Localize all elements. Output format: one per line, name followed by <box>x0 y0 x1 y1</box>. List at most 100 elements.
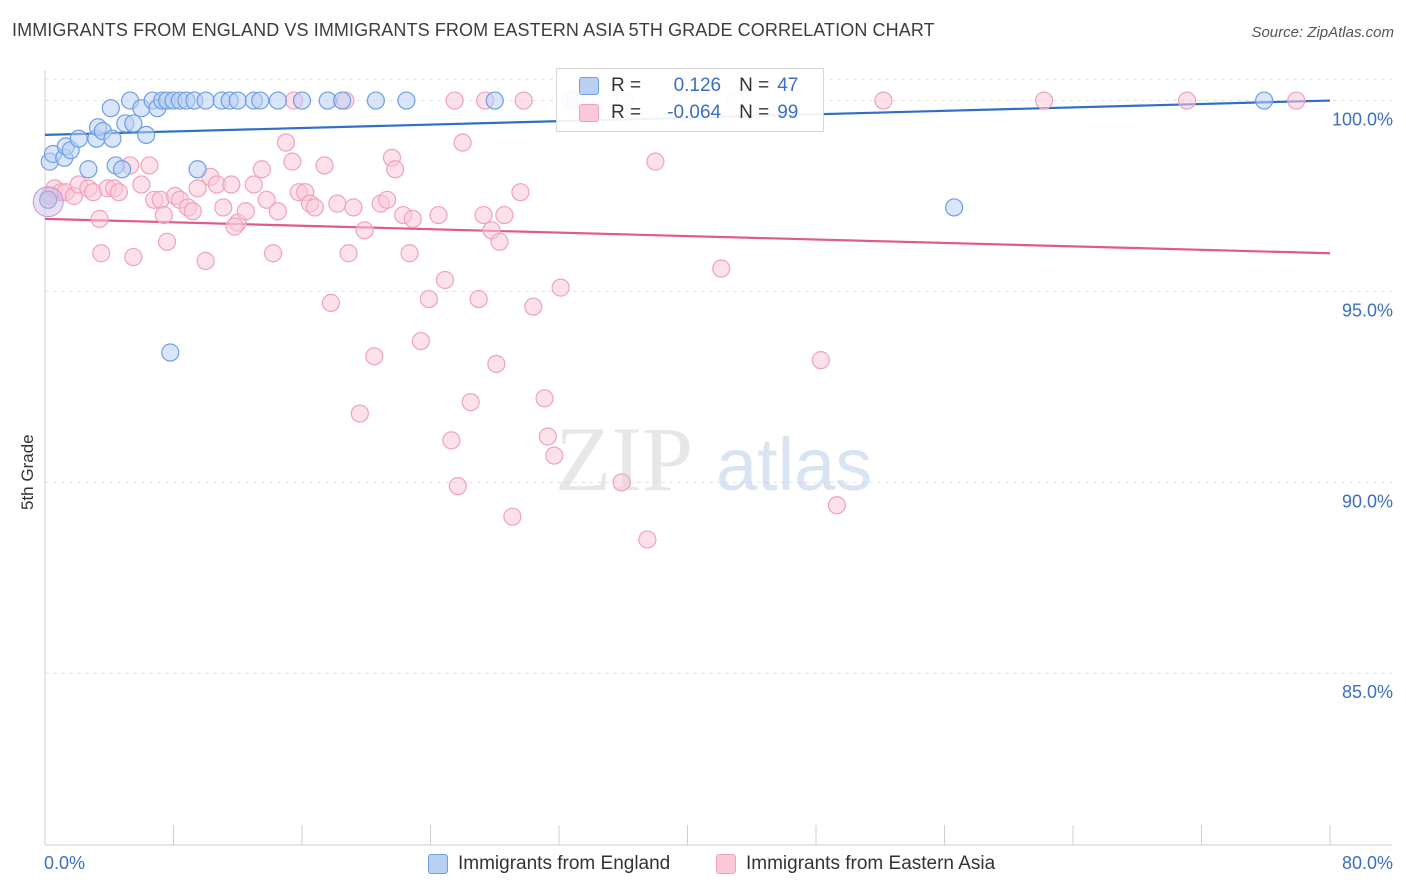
eastern-asia-point <box>268 202 288 221</box>
england-point <box>101 99 120 118</box>
eastern-asia-point <box>315 156 334 175</box>
england-swatch <box>579 77 599 95</box>
eastern-asia-point <box>214 198 233 217</box>
source-label: Source: ZipAtlas.com <box>1251 24 1394 41</box>
eastern-asia-point <box>403 209 422 228</box>
legend-eastern-asia-label: Immigrants from Eastern Asia <box>746 853 996 874</box>
eastern-asia-point <box>1177 91 1197 110</box>
eastern-asia-r-value: -0.064 <box>667 102 722 123</box>
eastern-asia-r-label: R = <box>611 102 642 123</box>
england-point <box>112 160 132 179</box>
england-point <box>251 91 270 110</box>
eastern-asia-point <box>453 133 472 152</box>
england-point <box>69 129 88 148</box>
eastern-asia-point <box>244 175 263 194</box>
legend-item-eastern-asia[interactable]: Immigrants from Eastern Asia <box>716 852 995 876</box>
x-tick-label: 80.0% <box>1342 853 1393 873</box>
england-point <box>161 343 180 362</box>
england-point <box>1255 91 1274 110</box>
eastern-asia-point <box>154 205 173 225</box>
england-n-label: N = <box>739 75 770 96</box>
eastern-asia-point <box>638 530 657 549</box>
legend-item-england[interactable]: Immigrants from England <box>428 852 670 876</box>
eastern-asia-point <box>140 156 159 175</box>
england-point <box>292 91 312 110</box>
eastern-asia-point <box>874 91 893 110</box>
eastern-asia-point <box>90 209 109 228</box>
eastern-asia-point <box>511 183 530 202</box>
legend-england-swatch <box>428 854 448 874</box>
england-point <box>945 198 964 217</box>
eastern-asia-n-value: 99 <box>777 102 799 123</box>
eastern-asia-point <box>442 431 461 450</box>
y-tick-label: 90.0% <box>1342 491 1393 511</box>
eastern-asia-point <box>157 232 177 251</box>
england-point <box>79 160 98 179</box>
eastern-asia-point <box>448 477 467 496</box>
eastern-asia-point <box>495 205 514 225</box>
eastern-asia-point <box>276 133 296 152</box>
eastern-asia-point <box>461 393 480 412</box>
eastern-asia-point <box>283 152 302 171</box>
eastern-asia-point <box>355 221 374 240</box>
england-point <box>366 91 385 110</box>
chart-title: IMMIGRANTS FROM ENGLAND VS IMMIGRANTS FR… <box>12 20 935 40</box>
england-point <box>39 190 58 209</box>
england-r-label: R = <box>611 75 642 96</box>
eastern-asia-point <box>196 251 215 270</box>
eastern-asia-point <box>411 331 430 351</box>
eastern-asia-point <box>328 194 347 213</box>
england-point <box>268 91 288 110</box>
eastern-asia-point <box>712 259 731 278</box>
eastern-asia-point <box>321 293 341 312</box>
eastern-asia-point <box>124 247 143 267</box>
eastern-asia-point <box>445 91 464 110</box>
eastern-asia-point <box>545 446 564 465</box>
eastern-asia-point <box>469 289 488 309</box>
eastern-asia-point <box>435 270 455 290</box>
eastern-asia-point <box>365 347 384 366</box>
eastern-asia-point <box>257 190 276 209</box>
legend-eastern-asia-swatch <box>716 854 736 874</box>
england-point <box>397 91 416 110</box>
eastern-asia-point <box>490 232 509 251</box>
eastern-asia-point <box>225 217 244 236</box>
eastern-asia-point <box>514 91 533 110</box>
england-point <box>228 91 247 110</box>
grid-lines <box>45 78 1392 674</box>
eastern-asia-point <box>400 244 419 263</box>
eastern-asia-point <box>236 202 255 221</box>
eastern-asia-point <box>252 160 271 179</box>
england-n-value: 47 <box>777 75 799 96</box>
tick-labels: 85.0% 90.0% 95.0% 100.0% 0.0% 80.0% <box>44 110 1393 873</box>
y-tick-label: 100.0% <box>1332 110 1393 130</box>
eastern-asia-point <box>350 404 369 423</box>
stats-row-england: R = 0.126 N = 47 <box>579 73 816 99</box>
england-r-value: 0.126 <box>673 75 722 96</box>
eastern-asia-point <box>1287 91 1306 110</box>
eastern-asia-point <box>188 179 207 198</box>
england-point <box>124 114 143 133</box>
eastern-asia-point <box>92 244 111 263</box>
eastern-asia-trend-line <box>44 217 1331 255</box>
y-tick-label: 95.0% <box>1342 300 1393 320</box>
watermark: ZIP atlas <box>555 408 872 510</box>
watermark-zip: ZIP <box>555 408 693 510</box>
stats-legend: R = 0.126 N = 47 R = -0.064 N = 99 <box>556 68 824 132</box>
eastern-asia-point <box>429 205 448 225</box>
england-point <box>188 160 207 179</box>
eastern-asia-point <box>474 205 493 225</box>
watermark-atlas: atlas <box>716 423 872 506</box>
eastern-asia-point <box>524 297 543 316</box>
england-point <box>333 91 352 110</box>
y-tick-label: 85.0% <box>1342 682 1393 702</box>
england-point <box>196 91 215 110</box>
eastern-asia-point <box>1034 91 1054 110</box>
eastern-asia-point <box>132 175 151 194</box>
eastern-asia-point <box>612 473 631 492</box>
england-point <box>137 125 156 145</box>
eastern-asia-point <box>487 354 506 374</box>
eastern-asia-point <box>419 289 438 309</box>
eastern-asia-point <box>827 496 846 515</box>
